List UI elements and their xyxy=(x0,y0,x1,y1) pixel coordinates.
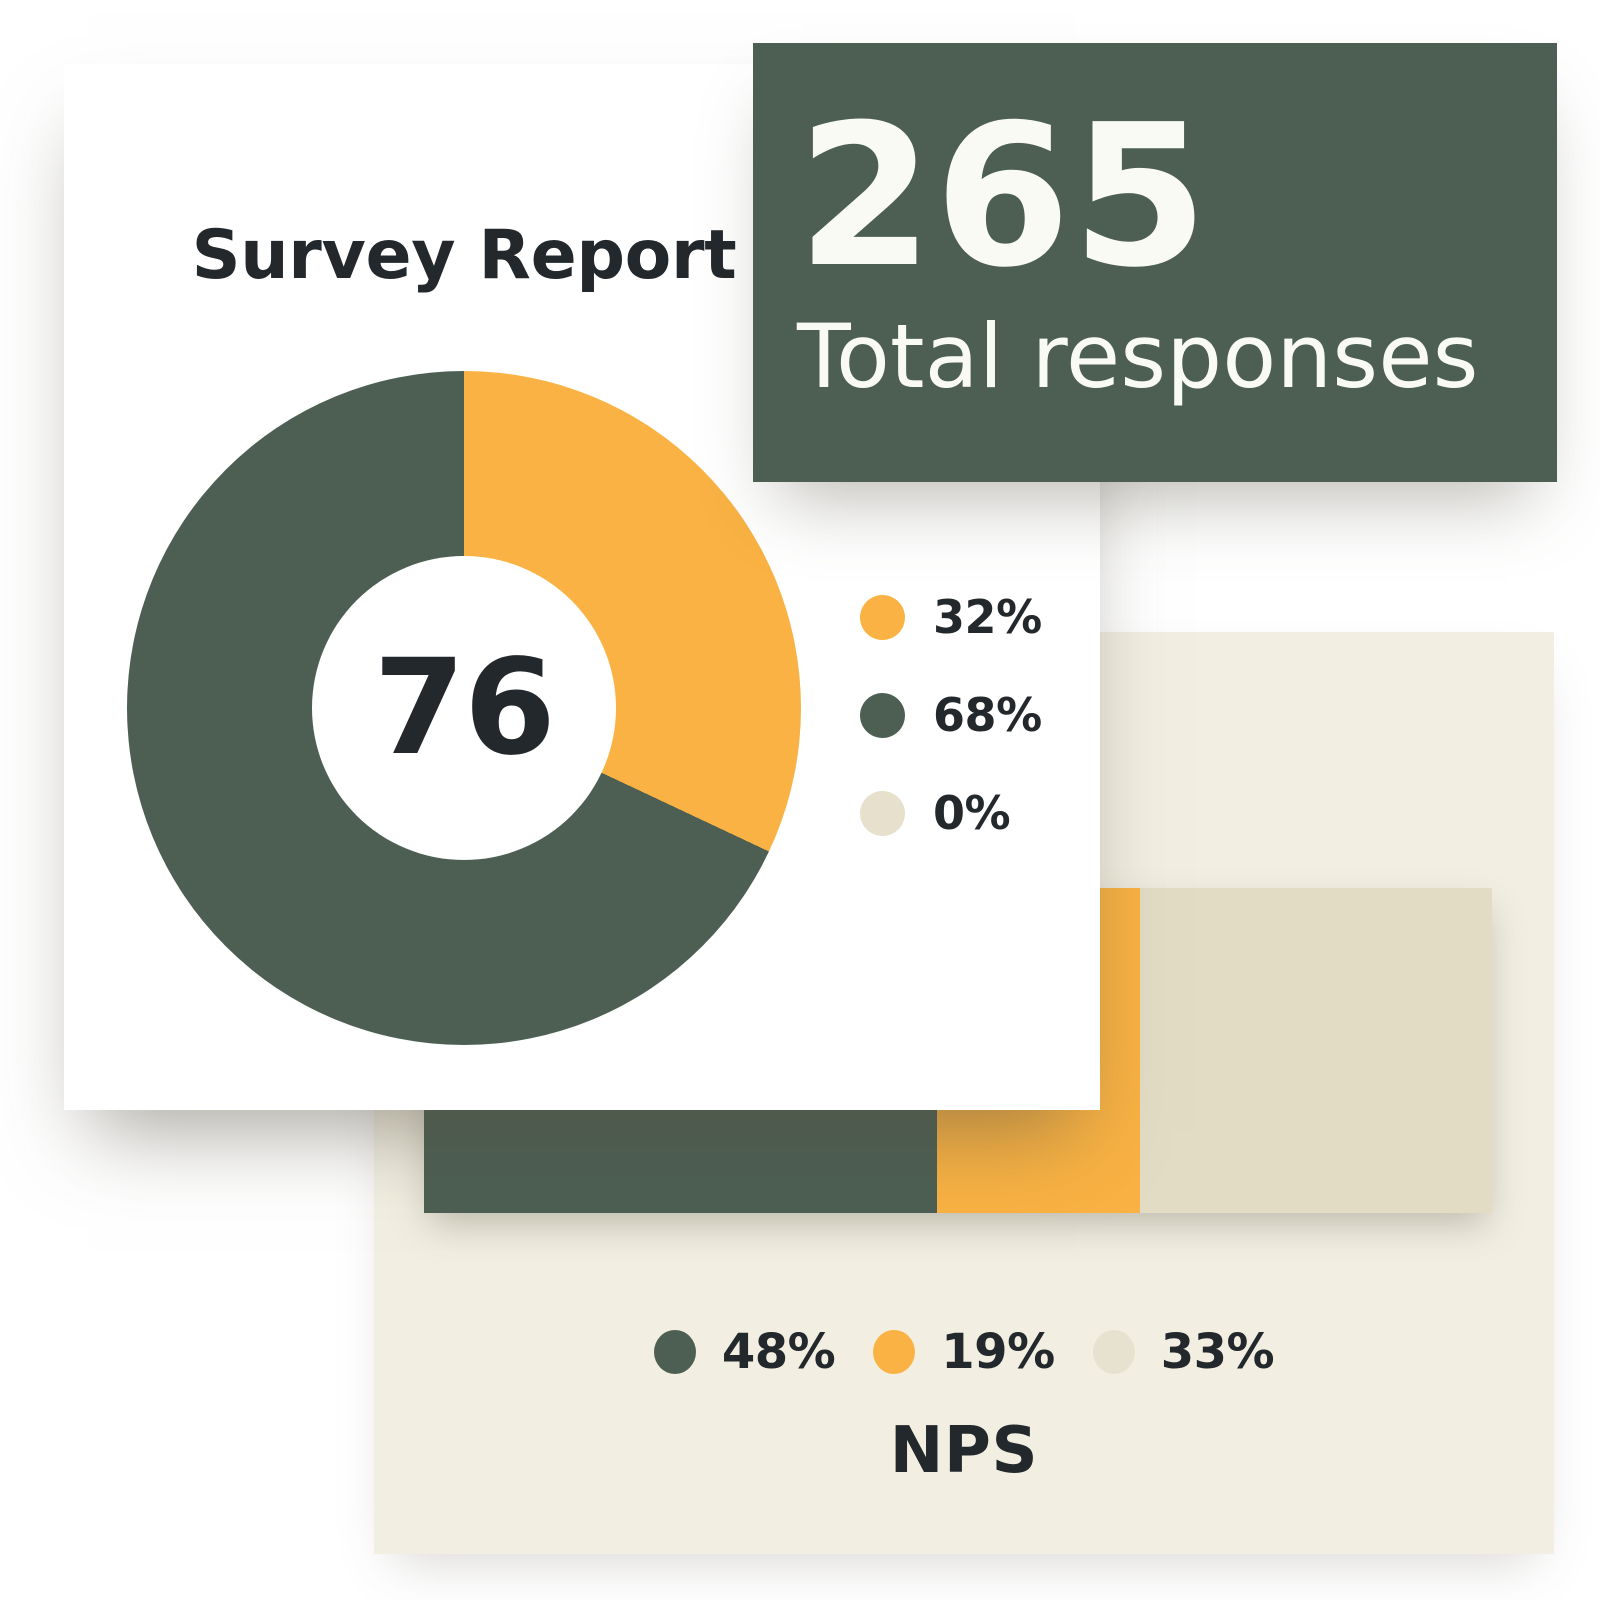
donut-chart: 76 xyxy=(127,371,801,1045)
legend-item: 32% xyxy=(860,590,1042,644)
legend-label: 32% xyxy=(933,590,1042,644)
survey-report-card: Survey Report 76 32% 68% 0% xyxy=(64,64,1100,1110)
nps-legend: 48% 19% 33% xyxy=(374,1324,1554,1380)
legend-item: 0% xyxy=(860,786,1042,840)
nps-bar-segment xyxy=(1139,888,1492,1213)
donut-center-value: 76 xyxy=(373,631,555,785)
donut-center: 76 xyxy=(312,556,616,860)
legend-dot-icon xyxy=(1092,1330,1135,1374)
legend-label: 68% xyxy=(933,688,1042,742)
legend-dot-icon xyxy=(860,692,905,738)
total-responses-value: 265 xyxy=(797,83,1210,311)
legend-item: 48% xyxy=(653,1324,836,1380)
legend-label: 0% xyxy=(933,786,1011,840)
legend-label: 19% xyxy=(941,1324,1055,1380)
total-responses-label: Total responses xyxy=(797,305,1479,408)
legend-item: 68% xyxy=(860,688,1042,742)
legend-dot-icon xyxy=(653,1330,696,1374)
total-responses-card: 265 Total responses xyxy=(753,43,1557,482)
nps-title: NPS xyxy=(889,1414,1039,1488)
donut-legend: 32% 68% 0% xyxy=(860,590,1042,840)
legend-dot-icon xyxy=(860,790,905,836)
legend-item: 33% xyxy=(1092,1324,1275,1380)
legend-item: 19% xyxy=(873,1324,1055,1380)
page-title: Survey Report xyxy=(191,216,737,295)
legend-dot-icon xyxy=(873,1330,916,1374)
legend-label: 48% xyxy=(721,1324,836,1380)
legend-dot-icon xyxy=(860,594,905,640)
legend-label: 33% xyxy=(1160,1324,1275,1380)
